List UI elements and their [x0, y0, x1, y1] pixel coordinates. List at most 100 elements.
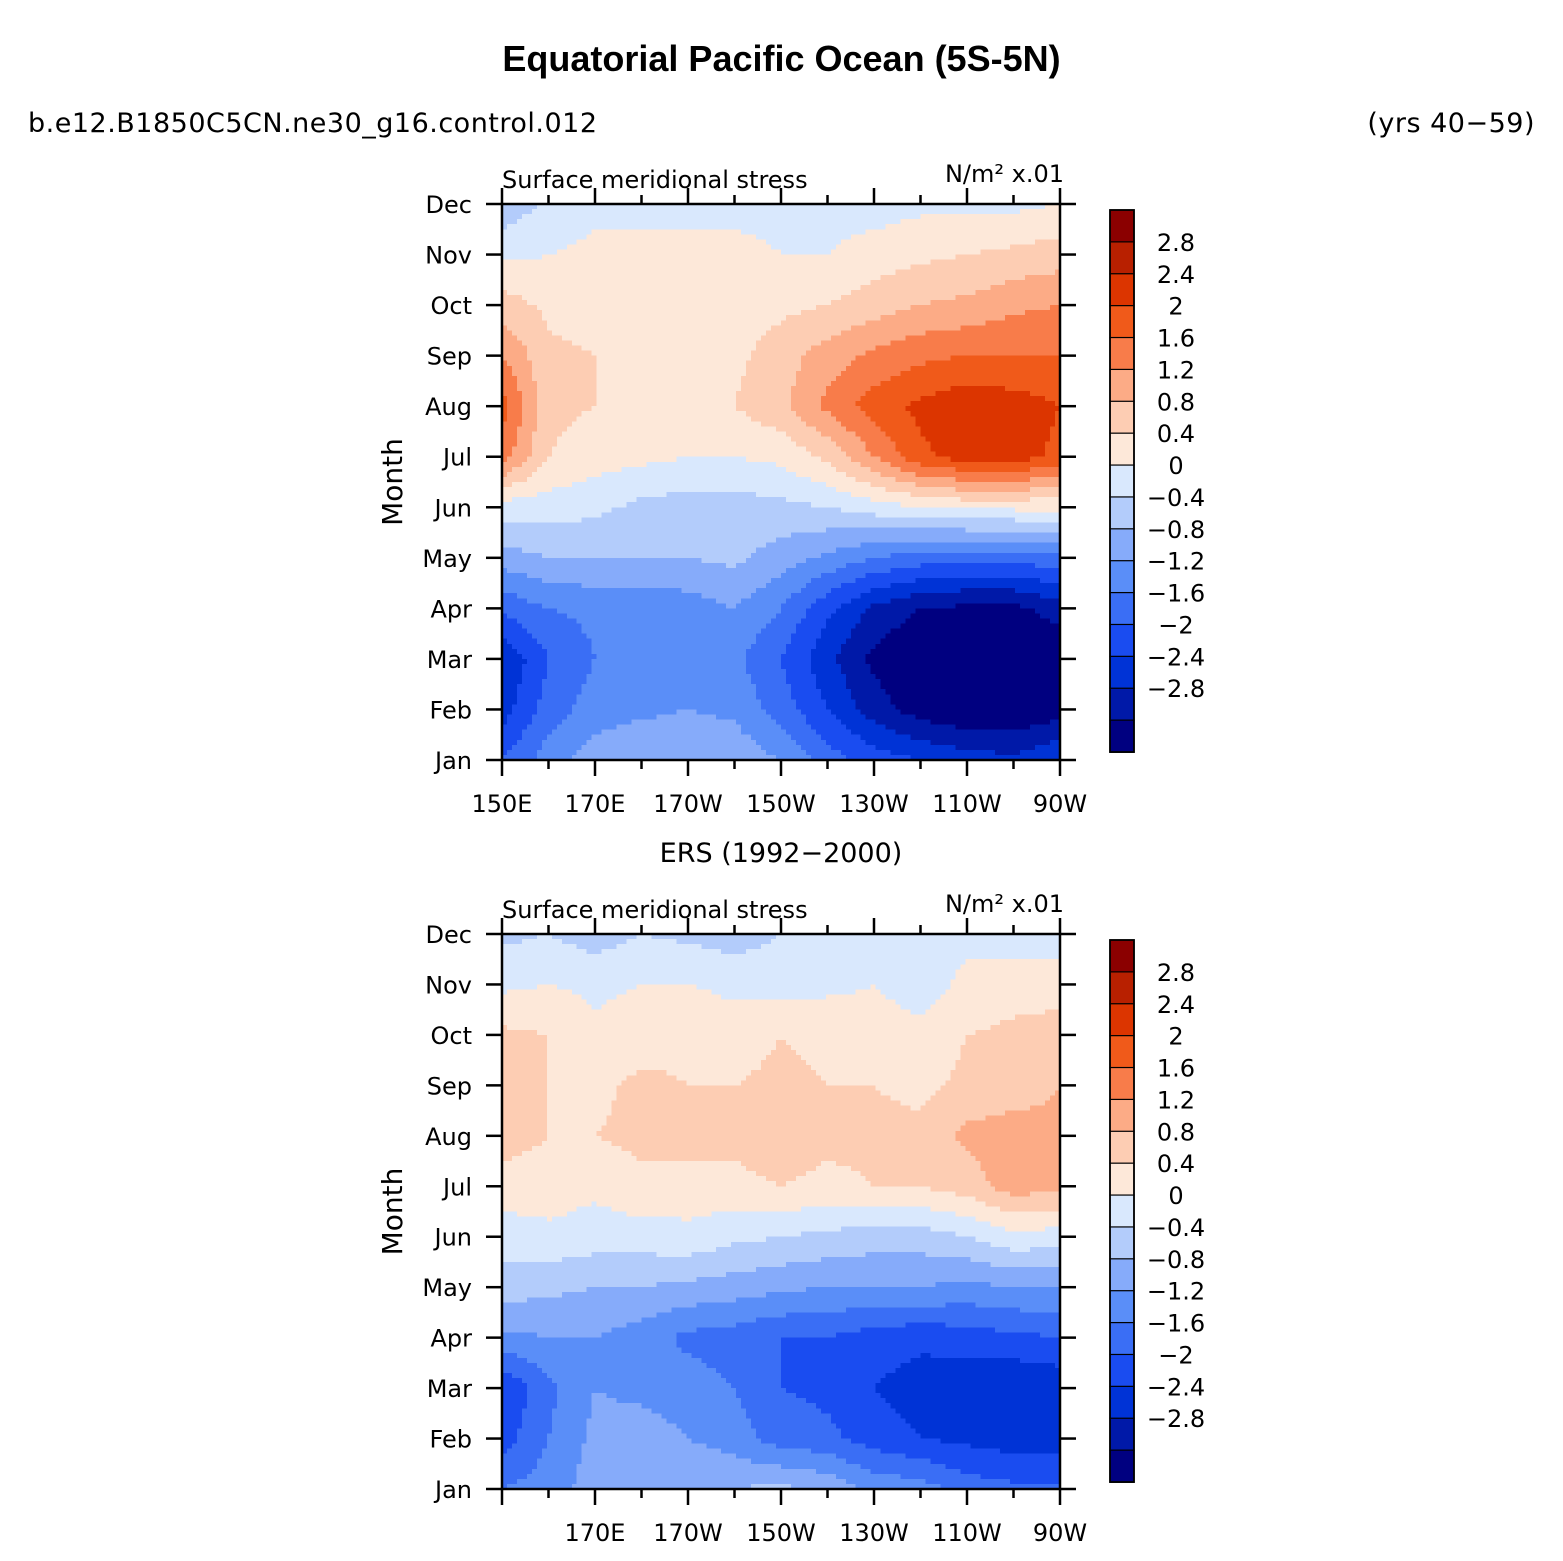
- contour-cell: [711, 406, 717, 412]
- contour-cell: [1050, 204, 1056, 210]
- contour-cell: [810, 204, 817, 210]
- contour-cell: [751, 350, 757, 357]
- contour-cell: [506, 224, 513, 230]
- contour-cell: [666, 219, 672, 225]
- contour-cell: [960, 391, 966, 397]
- contour-cell: [830, 411, 837, 417]
- contour-cell: [930, 229, 937, 235]
- contour-cell: [766, 330, 772, 337]
- contour-cell: [875, 421, 882, 427]
- contour-cell: [546, 310, 553, 316]
- contour-cell: [691, 370, 697, 377]
- contour-cell: [1040, 294, 1046, 301]
- contour-cell: [701, 264, 707, 271]
- contour-cell: [840, 300, 847, 306]
- contour-cell: [651, 234, 658, 240]
- contour-cell: [671, 416, 677, 422]
- contour-cell: [925, 370, 932, 377]
- contour-cell: [810, 274, 817, 281]
- contour-cell: [945, 279, 951, 286]
- contour-cell: [875, 264, 882, 271]
- contour-cell: [706, 300, 712, 306]
- contour-cell: [955, 300, 961, 306]
- contour-cell: [805, 401, 812, 407]
- contour-cell: [546, 284, 553, 291]
- contour-cell: [785, 254, 792, 261]
- contour-cell: [995, 229, 1001, 235]
- contour-cell: [556, 289, 563, 296]
- contour-cell: [925, 385, 932, 392]
- contour-cell: [746, 204, 752, 210]
- contour-cell: [915, 269, 922, 276]
- contour-cell: [970, 289, 976, 296]
- contour-cell: [611, 269, 618, 276]
- contour-cell: [766, 335, 772, 342]
- contour-cell: [800, 310, 807, 316]
- contour-cell: [1025, 204, 1031, 210]
- contour-cell: [746, 426, 752, 433]
- contour-cell: [531, 355, 538, 362]
- contour-cell: [940, 269, 947, 276]
- contour-cell: [910, 375, 917, 382]
- contour-cell: [800, 416, 807, 422]
- contour-cell: [860, 249, 867, 256]
- contour-cell: [741, 315, 747, 321]
- contour-cell: [920, 330, 927, 337]
- contour-cell: [795, 259, 802, 266]
- contour-cell: [611, 416, 618, 422]
- contour-cell: [511, 300, 518, 306]
- contour-cell: [716, 401, 722, 407]
- contour-cell: [681, 254, 687, 261]
- contour-cell: [855, 209, 862, 215]
- contour-cell: [651, 274, 658, 281]
- contour-cell: [1015, 406, 1021, 412]
- contour-cell: [681, 350, 687, 357]
- contour-cell: [965, 350, 971, 357]
- contour-cell: [511, 370, 518, 377]
- contour-cell: [920, 244, 927, 251]
- contour-cell: [531, 426, 538, 433]
- contour-cell: [561, 396, 568, 402]
- contour-cell: [571, 345, 578, 352]
- contour-cell: [870, 244, 877, 251]
- contour-cell: [920, 411, 927, 417]
- contour-cell: [845, 360, 852, 367]
- contour-cell: [761, 325, 767, 331]
- contour-cell: [506, 284, 513, 291]
- contour-cell: [581, 355, 588, 362]
- contour-cell: [591, 259, 598, 266]
- contour-cell: [701, 396, 707, 402]
- contour-cell: [556, 416, 563, 422]
- contour-cell: [541, 370, 548, 377]
- contour-cell: [895, 365, 902, 372]
- contour-cell: [606, 355, 613, 362]
- contour-cell: [910, 365, 917, 372]
- contour-cell: [825, 300, 832, 306]
- contour-cell: [965, 416, 971, 422]
- contour-cell: [850, 380, 857, 387]
- contour-cell: [815, 385, 822, 392]
- contour-cell: [536, 294, 543, 301]
- contour-cell: [561, 234, 568, 240]
- contour-cell: [870, 249, 877, 256]
- contour-cell: [965, 421, 971, 427]
- contour-cell: [666, 310, 672, 316]
- contour-cell: [661, 396, 668, 402]
- contour-cell: [815, 305, 822, 311]
- contour-cell: [920, 355, 927, 362]
- contour-cell: [531, 330, 538, 337]
- contour-cell: [965, 294, 971, 301]
- contour-cell: [965, 335, 971, 342]
- contour-cell: [736, 264, 742, 271]
- contour-cell: [1015, 370, 1021, 377]
- contour-cell: [840, 396, 847, 402]
- contour-cell: [666, 320, 672, 326]
- contour-cell: [666, 335, 672, 342]
- contour-cell: [855, 375, 862, 382]
- contour-cell: [626, 259, 633, 266]
- contour-cell: [621, 294, 628, 301]
- contour-cell: [746, 391, 752, 397]
- contour-cell: [776, 365, 782, 372]
- contour-cell: [756, 315, 762, 321]
- contour-cell: [940, 330, 947, 337]
